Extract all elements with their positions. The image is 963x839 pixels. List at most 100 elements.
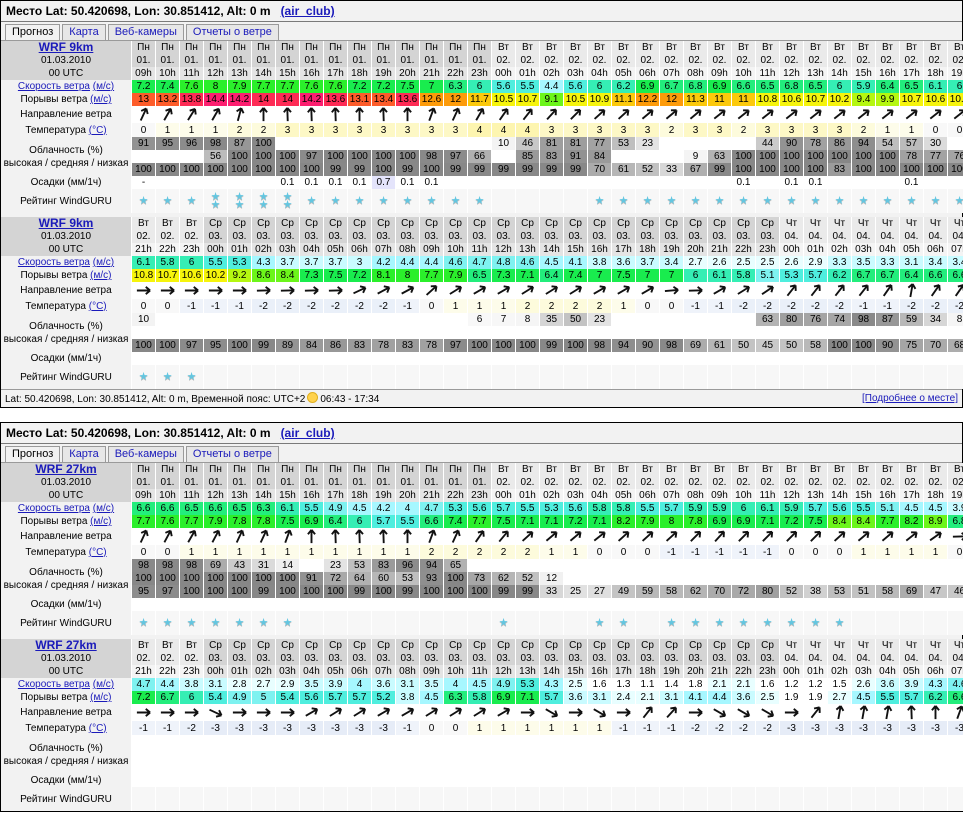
- temp-unit-link[interactable]: (°C): [88, 722, 107, 734]
- wind-speed-link[interactable]: Скорость ветра: [17, 679, 90, 690]
- wind-speed-link[interactable]: Скорость ветра: [17, 81, 90, 92]
- wind-gust-cell: 14: [251, 93, 276, 106]
- date-cell: 02.: [731, 476, 756, 489]
- wind-gust-cell: 8.4: [851, 515, 876, 528]
- tab-item[interactable]: Веб-камеры: [107, 24, 184, 40]
- day-cell: Вт: [659, 463, 684, 476]
- wind-direction-cell: [851, 282, 876, 299]
- star-group: ★ ★: [228, 189, 251, 213]
- precipitation-cell: 0.1: [899, 176, 924, 189]
- tab-item[interactable]: Веб-камеры: [107, 446, 184, 462]
- wind-direction-cell: [299, 528, 324, 545]
- cloud-low-cell: 61: [611, 163, 636, 176]
- star-group: [636, 365, 659, 389]
- temperature-cell: 4: [515, 123, 540, 137]
- model-link[interactable]: WRF 27km: [35, 639, 97, 652]
- wind-speed-cell: 1.5: [827, 678, 852, 691]
- rating-cell: ★: [299, 189, 324, 213]
- precipitation-cell: [635, 774, 660, 787]
- cloud-low-cell: 83: [347, 339, 372, 352]
- model-link[interactable]: WRF 9km: [38, 217, 94, 230]
- cloud-high-cell: 74: [827, 313, 852, 326]
- day-cell: Ср: [683, 217, 708, 230]
- day-cell: Вт: [683, 41, 708, 54]
- temp-unit-link[interactable]: (°C): [88, 300, 107, 312]
- tab-forecast[interactable]: Прогноз: [5, 24, 61, 40]
- precipitation-label: Осадки (мм/1ч): [1, 774, 132, 787]
- temp-unit-link[interactable]: (°C): [88, 546, 107, 558]
- cloud-high-cell: 87: [875, 313, 900, 326]
- temperature-cell: 1: [563, 721, 588, 735]
- cloud-high-cell: [275, 137, 300, 150]
- rating-cell: [707, 787, 732, 811]
- cloud-low-cell: [347, 761, 372, 774]
- wind-gust-cell: 12: [659, 93, 684, 106]
- date-cell: 03.: [395, 652, 420, 665]
- date-cell: 02.: [539, 54, 564, 67]
- day-cell: Пн: [419, 463, 444, 476]
- spot-link[interactable]: (air_club): [280, 4, 335, 18]
- wind-speed-cell: 3.7: [299, 256, 324, 269]
- hour-cell: 05h: [899, 665, 924, 678]
- temperature-cell: 0: [923, 123, 948, 137]
- star-group: ★: [708, 189, 731, 213]
- gust-unit-link[interactable]: (м/с): [90, 94, 112, 105]
- rating-cell: ★: [323, 189, 348, 213]
- wind-speed-link[interactable]: Скорость ветра: [17, 257, 90, 268]
- cloud-low-cell: 100: [491, 339, 516, 352]
- gust-unit-link[interactable]: (м/с): [90, 516, 112, 527]
- cloud-high-cell: 53: [611, 137, 636, 150]
- date-cell: 02.: [515, 54, 540, 67]
- hour-cell: 03h: [563, 67, 588, 80]
- cloud-mid-cell: 98: [419, 150, 444, 163]
- hour-cell: 02h: [251, 243, 276, 256]
- cloud-low-cell: 100: [443, 585, 468, 598]
- gust-unit-link[interactable]: (м/с): [90, 270, 112, 281]
- star-icon: ★: [162, 371, 173, 383]
- wind-gust-cell: 8.2: [611, 515, 636, 528]
- star-icon: ★: [426, 195, 437, 207]
- wind-unit-link[interactable]: (м/с): [92, 503, 115, 514]
- star-group: [300, 787, 323, 811]
- model-link[interactable]: WRF 27km: [35, 463, 97, 476]
- cloud-mid-cell: 62: [491, 572, 516, 585]
- wind-speed-cell: 7.9: [227, 80, 252, 93]
- wind-unit-link[interactable]: (м/с): [92, 81, 115, 92]
- temperature-cell: 1: [539, 721, 564, 735]
- cloud-high-cell: [683, 137, 708, 150]
- wind-speed-link[interactable]: Скорость ветра: [17, 503, 90, 514]
- wind-speed-cell: 3.5: [299, 678, 324, 691]
- temperature-cell: 1: [467, 299, 492, 313]
- model-link[interactable]: WRF 9km: [38, 41, 94, 54]
- rating-cell: ★: [155, 611, 180, 635]
- tab-item[interactable]: Отчеты о ветре: [185, 446, 279, 462]
- wind-unit-link[interactable]: (м/с): [92, 679, 115, 690]
- tab-item[interactable]: Карта: [62, 446, 106, 462]
- cloud-low-cell: 50: [779, 339, 804, 352]
- spot-details-link[interactable]: [Подробнее о месте]: [861, 393, 958, 404]
- date-cell: 02.: [491, 54, 516, 67]
- tab-item[interactable]: Карта: [62, 24, 106, 40]
- cloud-low-cell: 100: [563, 339, 588, 352]
- rating-cell: [923, 787, 948, 811]
- cloud-mid-cell: [299, 748, 324, 761]
- cloud-mid-cell: 52: [515, 572, 540, 585]
- cloud-low-cell: 62: [683, 585, 708, 598]
- day-cell: Вт: [923, 463, 948, 476]
- gust-unit-link[interactable]: (м/с): [90, 692, 112, 703]
- cloud-title: Облачность (%): [29, 566, 103, 578]
- wind-gust-cell: 6.4: [539, 269, 564, 282]
- temp-unit-link[interactable]: (°C): [88, 124, 107, 136]
- cloud-sub: высокая / средняя / низкая: [3, 333, 129, 345]
- spot-link[interactable]: (air_club): [280, 426, 335, 440]
- cloud-mid-cell: [227, 326, 252, 339]
- wind-unit-link[interactable]: (м/с): [92, 257, 115, 268]
- cloud-low-cell: 47: [923, 585, 948, 598]
- temperature-cell: -3: [227, 721, 252, 735]
- precipitation-cell: [923, 176, 948, 189]
- rating-cell: ★ ★: [251, 189, 276, 213]
- wind-direction-cell: [467, 282, 492, 299]
- wind-direction-cell: [203, 106, 228, 123]
- tab-forecast[interactable]: Прогноз: [5, 446, 61, 462]
- tab-item[interactable]: Отчеты о ветре: [185, 24, 279, 40]
